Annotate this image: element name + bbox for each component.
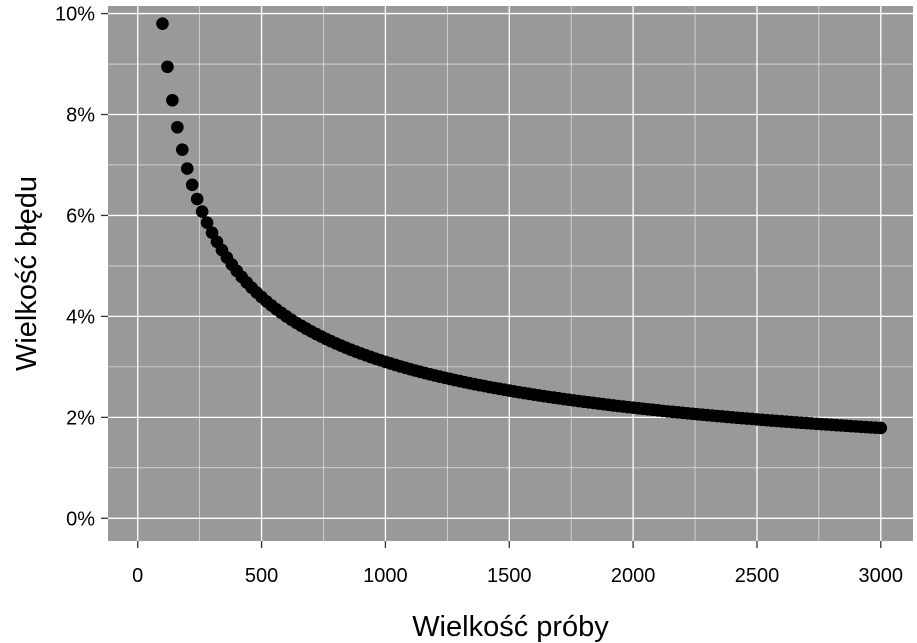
- y-tick-labels: 0% 2% 4% 6% 8% 10%: [55, 4, 95, 531]
- data-point: [176, 143, 189, 156]
- x-tick-label: 1500: [487, 565, 532, 587]
- data-point: [180, 162, 194, 175]
- data-point: [161, 60, 174, 74]
- data-point: [200, 216, 214, 229]
- data-point: [874, 421, 888, 435]
- x-tick-labels: 0 500 1000 1500 2000 2500 3000: [132, 565, 903, 587]
- minor-gridlines: [108, 6, 913, 541]
- y-tick-label: 2%: [66, 407, 95, 429]
- data-point: [171, 120, 184, 134]
- y-tick-label: 4%: [66, 306, 95, 328]
- axis-ticks: [101, 12, 882, 548]
- x-tick-label: 1000: [363, 565, 408, 587]
- y-tick-label: 6%: [66, 205, 95, 227]
- x-tick-label: 2000: [611, 565, 656, 587]
- major-gridlines: [108, 6, 913, 541]
- y-tick-label: 0%: [66, 508, 95, 530]
- x-tick-label: 2500: [735, 565, 780, 587]
- data-point: [190, 192, 204, 206]
- data-points: [156, 17, 888, 435]
- y-axis-title: Wielkość błędu: [11, 176, 43, 371]
- data-point: [185, 178, 199, 192]
- plot-panel: [108, 6, 913, 541]
- x-tick-label: 500: [245, 565, 278, 587]
- y-tick-label: 10%: [55, 4, 95, 26]
- x-axis-title: Wielkość próby: [412, 611, 609, 643]
- x-tick-label: 3000: [859, 565, 904, 587]
- data-point: [195, 205, 209, 218]
- data-point: [166, 93, 179, 107]
- data-point: [156, 17, 169, 30]
- x-tick-label: 0: [132, 565, 143, 587]
- y-tick-label: 8%: [66, 105, 95, 127]
